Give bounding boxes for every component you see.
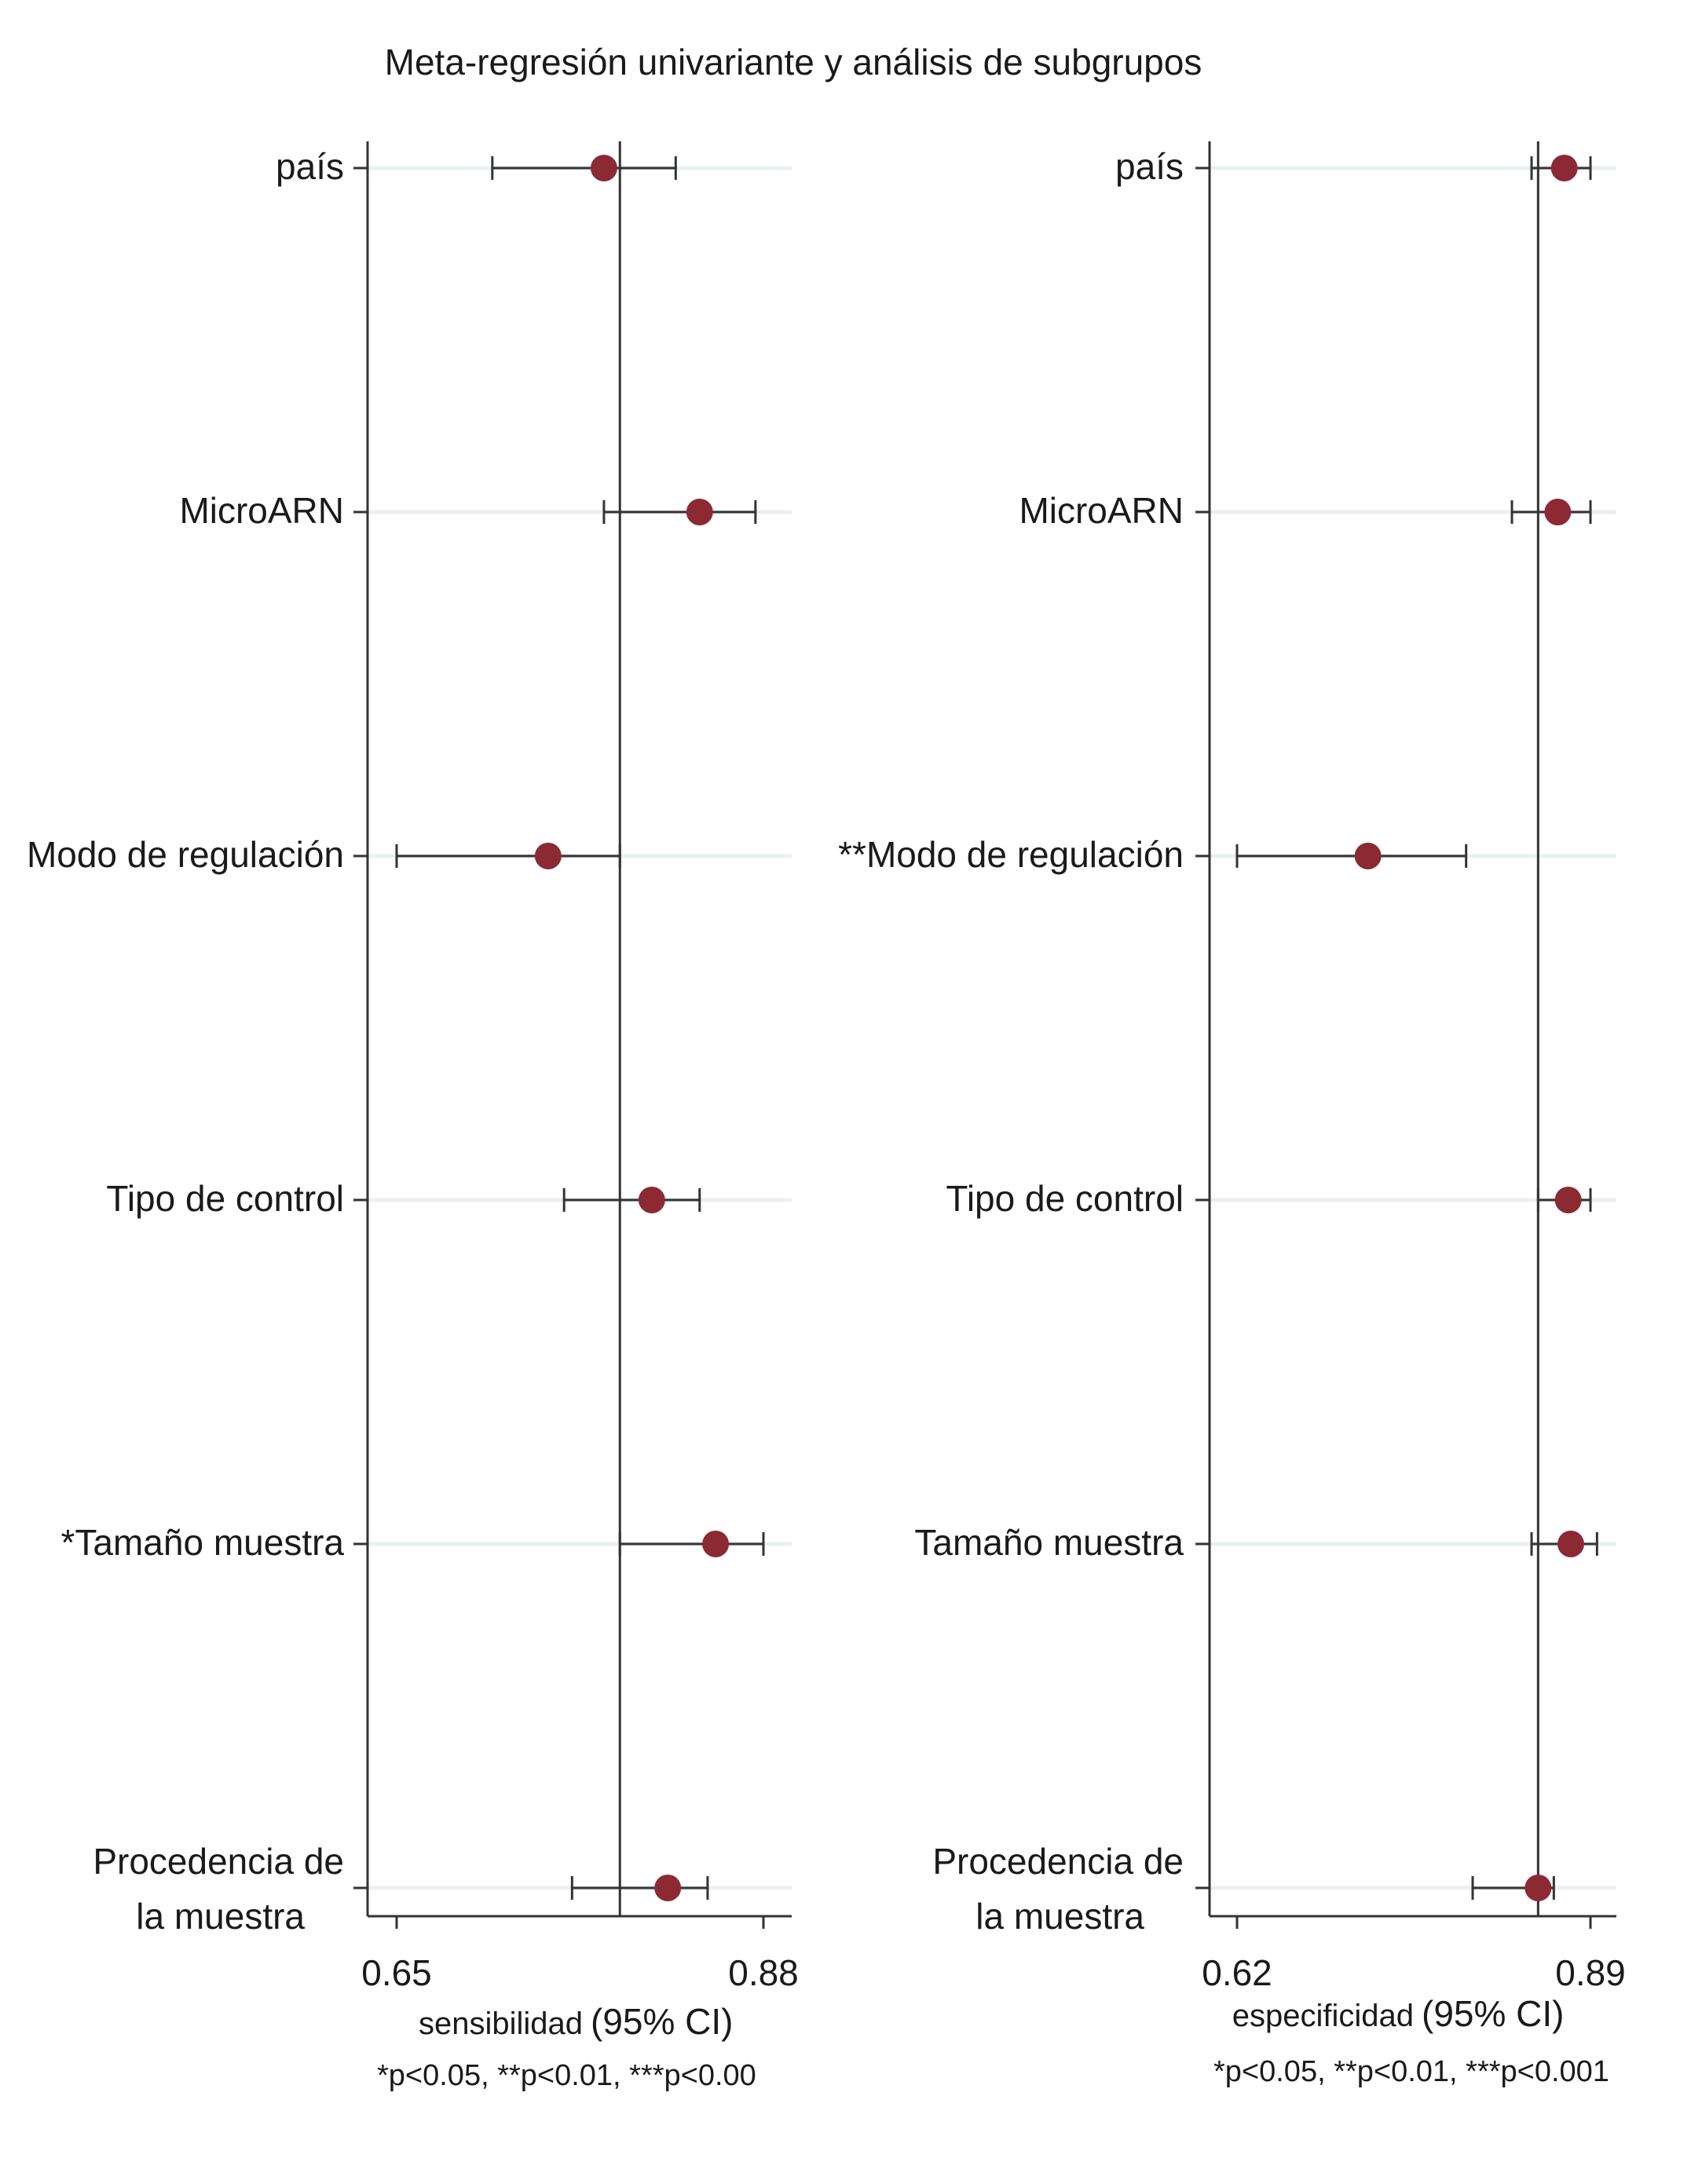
forest-panel-2: 0.62 0.89 especificidad (95% CI) *p<0.05, **… [838,141,1626,2088]
category-label-line: Modo de regulación [27,834,344,875]
chart-title: Meta-regresión univariante y análisis de… [385,42,1202,82]
category-label-line: Tipo de control [946,1178,1184,1219]
forest-panel-1: 0.65 0.88 sensibilidad (95% CI) *p<0.05, **p… [27,141,799,2092]
category-label: **Modo de regulación [838,834,1184,875]
category-label-line: país [1115,146,1184,187]
point-estimate-marker [686,499,713,525]
category-label: Procedencia de la muestra [93,1841,344,1937]
category-label-line: país [276,146,344,187]
point-estimate-marker [534,843,562,869]
significance-footnote: *p<0.05, **p<0.01, ***p<0.00 [377,2059,756,2092]
category-label-line: Tamaño muestra [914,1522,1184,1563]
category-label-line: la muestra [136,1896,305,1937]
category-label: país [1115,146,1184,187]
point-estimate-marker [1550,155,1578,181]
point-estimate-marker [654,1875,682,1901]
category-label: Modo de regulación [27,834,344,875]
point-estimate-marker [1554,1187,1582,1213]
category-label-line: MicroARN [1019,490,1184,531]
category-label-line: Tipo de control [106,1178,344,1219]
x-tick-label: 0.88 [728,1952,799,1993]
category-label-line: MicroARN [179,490,344,531]
category-label: Tamaño muestra [914,1522,1184,1563]
x-tick-label: 0.62 [1202,1952,1272,1993]
category-label-line: Procedencia de [93,1841,344,1882]
category-label: MicroARN [1019,490,1184,531]
point-estimate-marker [1557,1531,1584,1557]
category-label-line: *Tamaño muestra [61,1522,345,1563]
x-axis-label-suffix: (95% CI) [591,2001,733,2042]
category-label: Tipo de control [946,1178,1184,1219]
x-axis-label: sensibilidad [419,2007,583,2041]
category-label: país [276,146,344,187]
category-label: Tipo de control [106,1178,344,1219]
category-label: *Tamaño muestra [61,1522,345,1563]
x-tick-label: 0.89 [1555,1952,1626,1993]
point-estimate-marker [1354,843,1382,869]
significance-footnote: *p<0.05, **p<0.01, ***p<0.001 [1213,2055,1609,2088]
point-estimate-marker [1524,1875,1552,1901]
category-label-line: **Modo de regulación [838,834,1184,875]
category-label: Procedencia de la muestra [932,1841,1184,1937]
x-axis-label: especificidad [1232,1999,1414,2033]
point-estimate-marker [590,155,617,181]
category-label-line: Procedencia de [932,1841,1184,1882]
x-axis-label-suffix: (95% CI) [1422,1993,1564,2034]
category-label: MicroARN [179,490,344,531]
x-tick-label: 0.65 [361,1952,432,1993]
point-estimate-marker [1544,499,1572,525]
point-estimate-marker [702,1531,730,1557]
category-label-line: la muestra [975,1896,1144,1937]
point-estimate-marker [638,1187,665,1213]
